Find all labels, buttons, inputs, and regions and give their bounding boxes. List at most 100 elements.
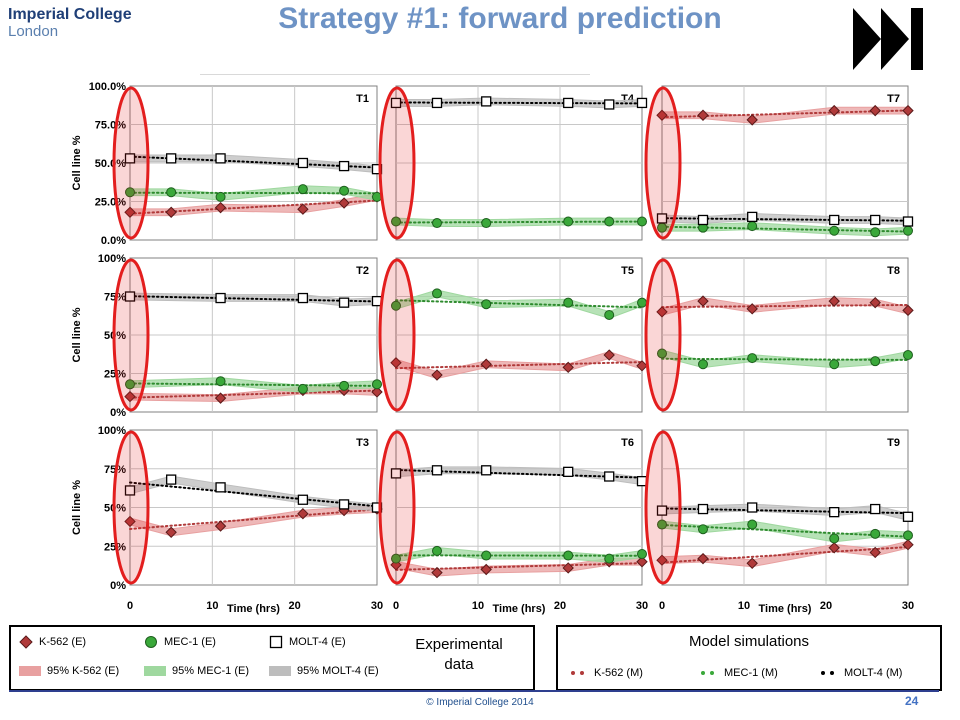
mec1-point bbox=[747, 221, 758, 232]
molt4-point bbox=[297, 157, 309, 169]
mec1-point bbox=[297, 383, 308, 394]
x-tick-label: 0 bbox=[659, 600, 665, 612]
panel-t9: T9 0 10 20 30 Time (hrs) bbox=[644, 429, 914, 615]
k562-point bbox=[390, 357, 402, 369]
legend-band-k562-label: 95% K-562 (E) bbox=[47, 665, 120, 677]
imperial-logo: Imperial College London bbox=[8, 6, 132, 40]
x-tick-label: 10 bbox=[472, 600, 484, 612]
experimental-title-line2: data bbox=[444, 656, 474, 673]
mec1-point bbox=[372, 379, 382, 390]
band-swatch-icon bbox=[269, 666, 291, 676]
k562-point bbox=[297, 203, 309, 215]
initial-time-highlight bbox=[644, 430, 682, 585]
mec1-point bbox=[391, 300, 401, 311]
y-axis-label: Cell line % bbox=[71, 307, 83, 362]
k562-point bbox=[562, 562, 574, 574]
mec1-point bbox=[215, 191, 226, 202]
mec1-point bbox=[903, 225, 913, 236]
panel-label: T1 bbox=[356, 93, 369, 105]
molt4-point bbox=[338, 499, 350, 510]
molt4-point bbox=[656, 505, 668, 516]
legend-molt4-e: MOLT-4 (E) bbox=[269, 635, 346, 649]
legend-band-k562: 95% K-562 (E) bbox=[19, 665, 119, 677]
k562-point bbox=[562, 361, 574, 374]
molt4-point bbox=[431, 465, 443, 476]
k562-point bbox=[480, 563, 492, 576]
molt4-point bbox=[215, 482, 226, 493]
k562-point bbox=[656, 306, 668, 318]
molt4-point bbox=[902, 216, 914, 227]
mec1-model-line bbox=[129, 382, 378, 387]
molt4-point bbox=[481, 465, 492, 476]
legend-molt4-m-label: MOLT-4 (M) bbox=[844, 667, 903, 679]
k562-point bbox=[124, 515, 136, 528]
panel-label: T8 bbox=[887, 265, 900, 277]
mec1-point bbox=[339, 380, 350, 391]
panel-t8: T8 bbox=[644, 257, 914, 413]
y-axis-label: Cell line % bbox=[71, 135, 83, 190]
panel-t6: T6 0 10 20 30 Time (hrs) bbox=[378, 429, 648, 615]
y-tick-label: 100% bbox=[98, 425, 126, 437]
molt4-point bbox=[636, 475, 648, 487]
panel-label: T3 bbox=[356, 437, 369, 449]
dotted-line-icon bbox=[571, 671, 584, 675]
molt4-point bbox=[481, 96, 492, 107]
molt4-point bbox=[390, 468, 402, 479]
mec1-point bbox=[829, 225, 840, 236]
y-tick-label: 100% bbox=[98, 253, 126, 265]
y-tick-label: 0% bbox=[110, 407, 126, 419]
title-underline bbox=[200, 74, 590, 75]
fast-forward-icon[interactable] bbox=[851, 6, 925, 72]
y-tick-label: 75.0% bbox=[95, 120, 126, 132]
footer-rule bbox=[9, 690, 939, 692]
initial-time-highlight bbox=[378, 430, 416, 585]
molt4-point bbox=[747, 502, 758, 513]
mec1-point bbox=[432, 218, 442, 229]
x-tick-label: 30 bbox=[371, 600, 383, 612]
mec1-point bbox=[657, 348, 667, 359]
k562-point bbox=[869, 104, 881, 117]
band-swatch-icon bbox=[19, 666, 41, 676]
molt4-point bbox=[563, 97, 574, 109]
mec1-point bbox=[391, 553, 401, 564]
panel-t4: T4 bbox=[378, 85, 648, 241]
molt4-point bbox=[747, 211, 758, 223]
mec1-point bbox=[125, 379, 135, 390]
initial-time-highlight bbox=[112, 430, 150, 585]
mec1-point bbox=[747, 353, 758, 364]
panel-label: T6 bbox=[621, 437, 634, 449]
y-tick-label: 0% bbox=[110, 580, 126, 592]
molt4-model-line bbox=[129, 295, 378, 303]
molt4-point bbox=[338, 297, 350, 308]
mec1-point bbox=[297, 184, 308, 195]
x-tick-label: 0 bbox=[127, 600, 133, 612]
mec1-point bbox=[215, 376, 226, 387]
k562-point bbox=[214, 201, 227, 214]
mec1-point bbox=[657, 519, 667, 530]
y-tick-label: 0.0% bbox=[101, 235, 126, 247]
k562-point bbox=[828, 542, 840, 554]
mec1-point bbox=[870, 356, 881, 367]
mec1-point bbox=[432, 288, 442, 299]
k562-point bbox=[828, 104, 840, 117]
diamond-marker-icon bbox=[19, 635, 33, 649]
panel-label: T5 bbox=[621, 265, 634, 277]
molt4-point bbox=[166, 474, 177, 485]
legend-molt4-e-label: MOLT-4 (E) bbox=[289, 636, 346, 648]
x-tick-label: 0 bbox=[393, 600, 399, 612]
k562-point bbox=[869, 546, 881, 559]
legend-mec1-m-label: MEC-1 (M) bbox=[724, 667, 778, 679]
x-tick-label: 20 bbox=[289, 600, 301, 612]
k562-point bbox=[431, 566, 443, 579]
molt4-model-line bbox=[129, 481, 378, 508]
k562-point bbox=[697, 109, 709, 121]
panel-label: T7 bbox=[887, 93, 900, 105]
mec1-point bbox=[870, 528, 881, 539]
square-marker-icon bbox=[269, 635, 283, 649]
molt4-point bbox=[829, 506, 840, 518]
k562-point bbox=[603, 349, 615, 361]
y-tick-label: 50.0% bbox=[95, 158, 126, 170]
